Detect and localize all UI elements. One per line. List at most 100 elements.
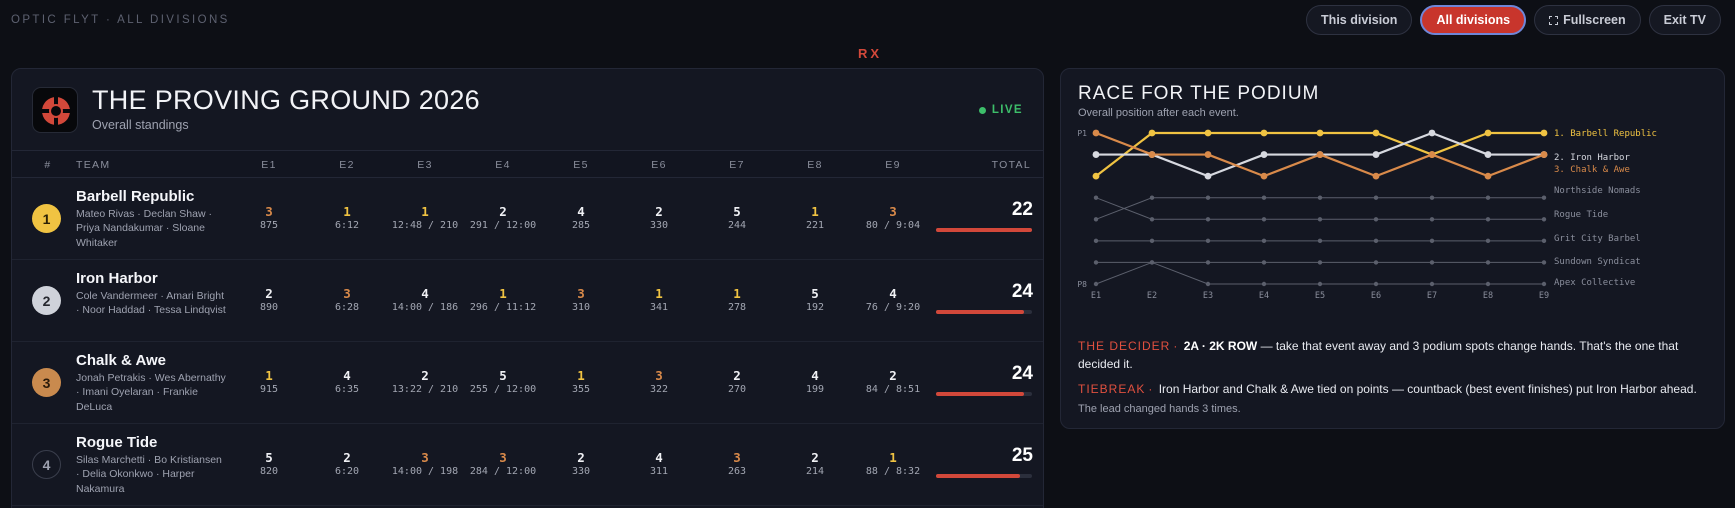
series-point bbox=[1484, 151, 1492, 158]
table-row[interactable]: 1 Barbell Republic Mateo Rivas · Declan Sh… bbox=[12, 178, 1043, 260]
series-point bbox=[1149, 217, 1155, 222]
series-point bbox=[1093, 195, 1099, 200]
event-result-e1: 2 890 bbox=[260, 286, 278, 313]
live-label: LIVE bbox=[991, 104, 1023, 116]
series-end-label: Apex Collective bbox=[1554, 278, 1635, 288]
event-place: 2 bbox=[811, 450, 819, 465]
event-score: 214 bbox=[805, 466, 825, 477]
team-name[interactable]: Rogue Tide bbox=[76, 434, 158, 451]
event-subtitle: Overall standings bbox=[92, 118, 189, 132]
series-point bbox=[1485, 217, 1491, 222]
event-score: 192 bbox=[805, 302, 825, 313]
event-score: 915 bbox=[259, 384, 279, 395]
event-score: 6:28 bbox=[334, 302, 360, 313]
division-label: RX bbox=[858, 46, 883, 61]
decider-event: 2A · 2K ROW bbox=[1183, 339, 1258, 353]
event-score: 270 bbox=[727, 384, 747, 395]
event-score: 6:35 bbox=[334, 384, 360, 395]
event-score: 76 / 9:20 bbox=[865, 302, 921, 313]
series-point bbox=[1316, 129, 1324, 137]
brand-title: OPTIC FLYT · ALL DIVISIONS bbox=[11, 14, 230, 26]
series-point bbox=[1317, 238, 1323, 244]
event-place: 3 bbox=[499, 450, 507, 465]
podium-race-chart: P1 P8 E1 E2 E3 E4 E5 E6 E7 E8 E9 1. Barbell Republi… bbox=[1077, 129, 1657, 301]
this-division-button[interactable]: This division bbox=[1306, 5, 1413, 35]
all-divisions-button[interactable]: All divisions bbox=[1420, 5, 1527, 35]
series-point bbox=[1148, 129, 1156, 137]
table-row[interactable]: 2 Iron Harbor Cole Vandermeer · Amari Brig… bbox=[12, 260, 1043, 342]
event-result-e2: 4 6:35 bbox=[335, 368, 359, 395]
series-line bbox=[1095, 197, 1544, 220]
rank-badge: 1 bbox=[32, 204, 61, 233]
event-score: 13:22 / 210 bbox=[391, 384, 459, 395]
event-result-e5: 3 310 bbox=[572, 286, 590, 313]
event-result-e4: 1 296 / 11:12 bbox=[470, 286, 536, 313]
series-point bbox=[1092, 129, 1100, 137]
event-place: 4 bbox=[655, 450, 663, 465]
event-score: 6:12 bbox=[334, 220, 360, 231]
col-header-total: TOTAL bbox=[991, 159, 1031, 171]
table-row[interactable]: 3 Chalk & Awe Jonah Petrakis · Wes Abernat… bbox=[12, 342, 1043, 424]
decider-note: THE DECIDER · 2A · 2K ROW — take that eve… bbox=[1078, 339, 1679, 371]
exit-tv-button[interactable]: Exit TV bbox=[1648, 5, 1721, 35]
y-tick-label: P8 bbox=[1077, 280, 1087, 289]
series-line bbox=[1095, 197, 1544, 220]
col-header-rank: # bbox=[44, 159, 52, 171]
series-point bbox=[1372, 172, 1380, 180]
col-header-team: TEAM bbox=[76, 159, 111, 171]
series-point bbox=[1204, 151, 1212, 158]
event-place: 3 bbox=[733, 450, 741, 465]
team-name[interactable]: Iron Harbor bbox=[76, 270, 158, 287]
event-result-e8: 5 192 bbox=[806, 286, 824, 313]
event-place: 2 bbox=[577, 450, 585, 465]
podium-panel: RACE FOR THE PODIUM Overall position aft… bbox=[1060, 68, 1725, 429]
x-tick-label: E6 bbox=[1371, 291, 1381, 301]
series-point bbox=[1485, 281, 1491, 287]
event-result-e9: 3 80 / 9:04 bbox=[866, 204, 920, 231]
series-line bbox=[1095, 261, 1544, 285]
event-place: 5 bbox=[733, 204, 741, 219]
event-place: 2 bbox=[499, 204, 507, 219]
series-point bbox=[1429, 217, 1435, 222]
col-header-e4: E4 bbox=[495, 159, 511, 171]
total-bar bbox=[936, 310, 1032, 314]
series-end-label: Rogue Tide bbox=[1554, 210, 1608, 220]
table-row[interactable]: 4 Rogue Tide Silas Marchetti · Bo Kristian… bbox=[12, 424, 1043, 506]
event-result-e6: 4 311 bbox=[650, 450, 668, 477]
event-score: 255 / 12:00 bbox=[469, 384, 537, 395]
series-end-label: 3. Chalk & Awe bbox=[1554, 165, 1630, 175]
series-point bbox=[1316, 151, 1324, 158]
x-tick-label: E8 bbox=[1483, 291, 1493, 301]
series-point bbox=[1260, 151, 1268, 158]
x-tick-label: E4 bbox=[1259, 291, 1269, 301]
x-tick-label: E3 bbox=[1203, 291, 1213, 301]
event-logo bbox=[32, 87, 78, 133]
event-score: 310 bbox=[571, 302, 591, 313]
series-point bbox=[1205, 238, 1211, 244]
team-name[interactable]: Chalk & Awe bbox=[76, 352, 167, 369]
series-point bbox=[1204, 172, 1212, 180]
event-score: 84 / 8:51 bbox=[865, 384, 921, 395]
event-place: 4 bbox=[889, 286, 897, 301]
event-result-e8: 1 221 bbox=[806, 204, 824, 231]
total-bar bbox=[936, 392, 1032, 396]
fullscreen-label: Fullscreen bbox=[1563, 13, 1626, 27]
event-place: 3 bbox=[265, 204, 273, 219]
live-badge: LIVE bbox=[978, 104, 1023, 116]
total-points: 22 bbox=[1011, 199, 1033, 220]
event-score: 355 bbox=[571, 384, 591, 395]
event-place: 1 bbox=[499, 286, 507, 301]
series-point bbox=[1093, 238, 1099, 244]
series-point bbox=[1261, 260, 1267, 265]
team-name[interactable]: Barbell Republic bbox=[76, 188, 195, 205]
team-members: Mateo Rivas · Declan Shaw · Priya Nandak… bbox=[76, 208, 212, 249]
series-point bbox=[1373, 281, 1379, 287]
event-score: 12:48 / 210 bbox=[391, 220, 459, 231]
event-place: 1 bbox=[733, 286, 741, 301]
series-point bbox=[1484, 129, 1492, 137]
event-result-e8: 2 214 bbox=[806, 450, 824, 477]
event-result-e6: 3 322 bbox=[650, 368, 668, 395]
series-point bbox=[1317, 260, 1323, 265]
event-place: 2 bbox=[889, 368, 897, 383]
fullscreen-button[interactable]: Fullscreen bbox=[1534, 5, 1641, 35]
